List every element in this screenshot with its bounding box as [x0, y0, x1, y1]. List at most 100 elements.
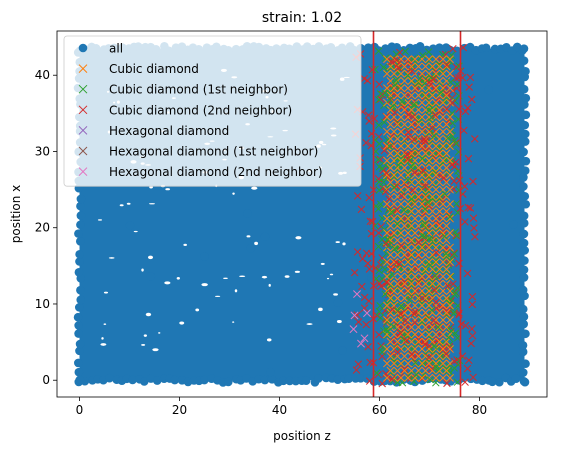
point-cubic — [421, 149, 430, 158]
point-cubic-2nd — [410, 168, 419, 176]
point-cubic — [386, 149, 395, 158]
point-cubic — [383, 127, 391, 136]
point-cubic — [425, 287, 433, 295]
point-cubic-1st — [400, 206, 408, 214]
point-cubic — [446, 69, 454, 78]
point-cubic-2nd — [432, 249, 440, 257]
point-cubic-1st — [390, 172, 398, 181]
point-cubic-2nd — [442, 89, 451, 98]
point-cubic-1st — [428, 113, 436, 121]
point-all — [521, 156, 531, 166]
point-all — [333, 298, 343, 308]
point-all — [495, 377, 504, 387]
point-all — [488, 377, 497, 387]
point-all — [519, 84, 529, 94]
point-all — [519, 229, 529, 239]
point-all — [285, 376, 295, 386]
point-cubic — [425, 359, 433, 368]
point-cubic — [404, 229, 412, 238]
point-cubic — [446, 185, 454, 194]
point-cubic-1st — [451, 290, 459, 299]
point-cubic — [442, 134, 451, 143]
point-cubic-2nd — [428, 124, 436, 132]
point-all — [364, 43, 373, 52]
point-cubic — [397, 373, 405, 382]
point-all — [511, 374, 521, 383]
point-all — [76, 194, 86, 204]
point-cubic — [439, 345, 447, 353]
point-cubic-2nd — [365, 377, 374, 385]
point-cubic — [442, 366, 451, 375]
point-cubic-1st — [424, 48, 433, 56]
point-cubic-1st — [419, 359, 428, 368]
point-cubic — [400, 236, 409, 245]
point-cubic — [414, 265, 423, 274]
gap — [335, 241, 340, 244]
point-all — [125, 221, 135, 230]
gap — [103, 323, 107, 325]
y-tick-label: 30 — [35, 144, 50, 158]
point-cubic — [390, 229, 398, 238]
point-cubic — [442, 91, 451, 100]
point-cubic-2nd — [375, 80, 384, 89]
point-cubic-1st — [431, 272, 439, 280]
point-all — [484, 85, 494, 95]
point-cubic — [404, 301, 412, 310]
plot-frame — [56, 30, 548, 398]
point-cubic-1st — [392, 76, 400, 84]
point-cubic — [397, 127, 405, 136]
point-cubic-2nd — [392, 258, 400, 267]
point-cubic — [393, 236, 402, 245]
point-cubic-2nd — [373, 311, 381, 320]
point-hex-2nd — [360, 334, 369, 343]
point-cubic — [442, 265, 451, 274]
point-cubic — [425, 330, 433, 339]
point-cubic-2nd — [443, 105, 451, 113]
point-cubic-2nd — [455, 309, 463, 317]
point-all — [520, 246, 529, 255]
point-all — [521, 93, 531, 103]
point-cubic-2nd — [461, 218, 469, 226]
point-cubic — [383, 200, 391, 209]
point-cubic — [439, 156, 447, 165]
point-cubic-1st — [379, 343, 387, 352]
point-all — [392, 42, 402, 52]
point-cubic — [397, 171, 405, 180]
point-all — [519, 319, 528, 329]
point-cubic — [439, 373, 447, 382]
point-cubic — [404, 156, 412, 165]
point-cubic — [428, 221, 437, 230]
gap — [145, 312, 152, 317]
point-cubic-1st — [426, 234, 434, 242]
point-cubic-1st — [451, 136, 459, 145]
point-cubic — [442, 120, 451, 129]
gap — [165, 188, 171, 191]
gap — [148, 203, 156, 205]
point-cubic-1st — [376, 301, 384, 310]
point-cubic — [411, 287, 419, 295]
point-all — [518, 285, 528, 295]
gap — [141, 268, 144, 272]
point-cubic — [411, 142, 419, 151]
point-cubic — [418, 127, 426, 136]
point-cubic-2nd — [463, 364, 472, 373]
point-cubic-2nd — [395, 64, 403, 72]
point-cubic-2nd — [433, 337, 441, 345]
point-cubic-2nd — [366, 358, 374, 367]
point-all — [520, 256, 529, 265]
gap — [320, 262, 325, 265]
point-all — [518, 368, 528, 377]
point-cubic — [446, 214, 454, 223]
point-cubic — [439, 127, 447, 136]
point-all — [521, 199, 531, 209]
point-cubic — [400, 76, 409, 85]
gap — [147, 255, 154, 260]
point-cubic-2nd — [408, 67, 416, 75]
point-cubic-2nd — [411, 319, 419, 327]
point-cubic-2nd — [468, 325, 476, 333]
point-all — [519, 238, 529, 248]
point-cubic-1st — [445, 333, 453, 342]
point-all — [75, 249, 84, 259]
point-all — [520, 191, 530, 201]
point-cubic-1st — [435, 60, 443, 69]
